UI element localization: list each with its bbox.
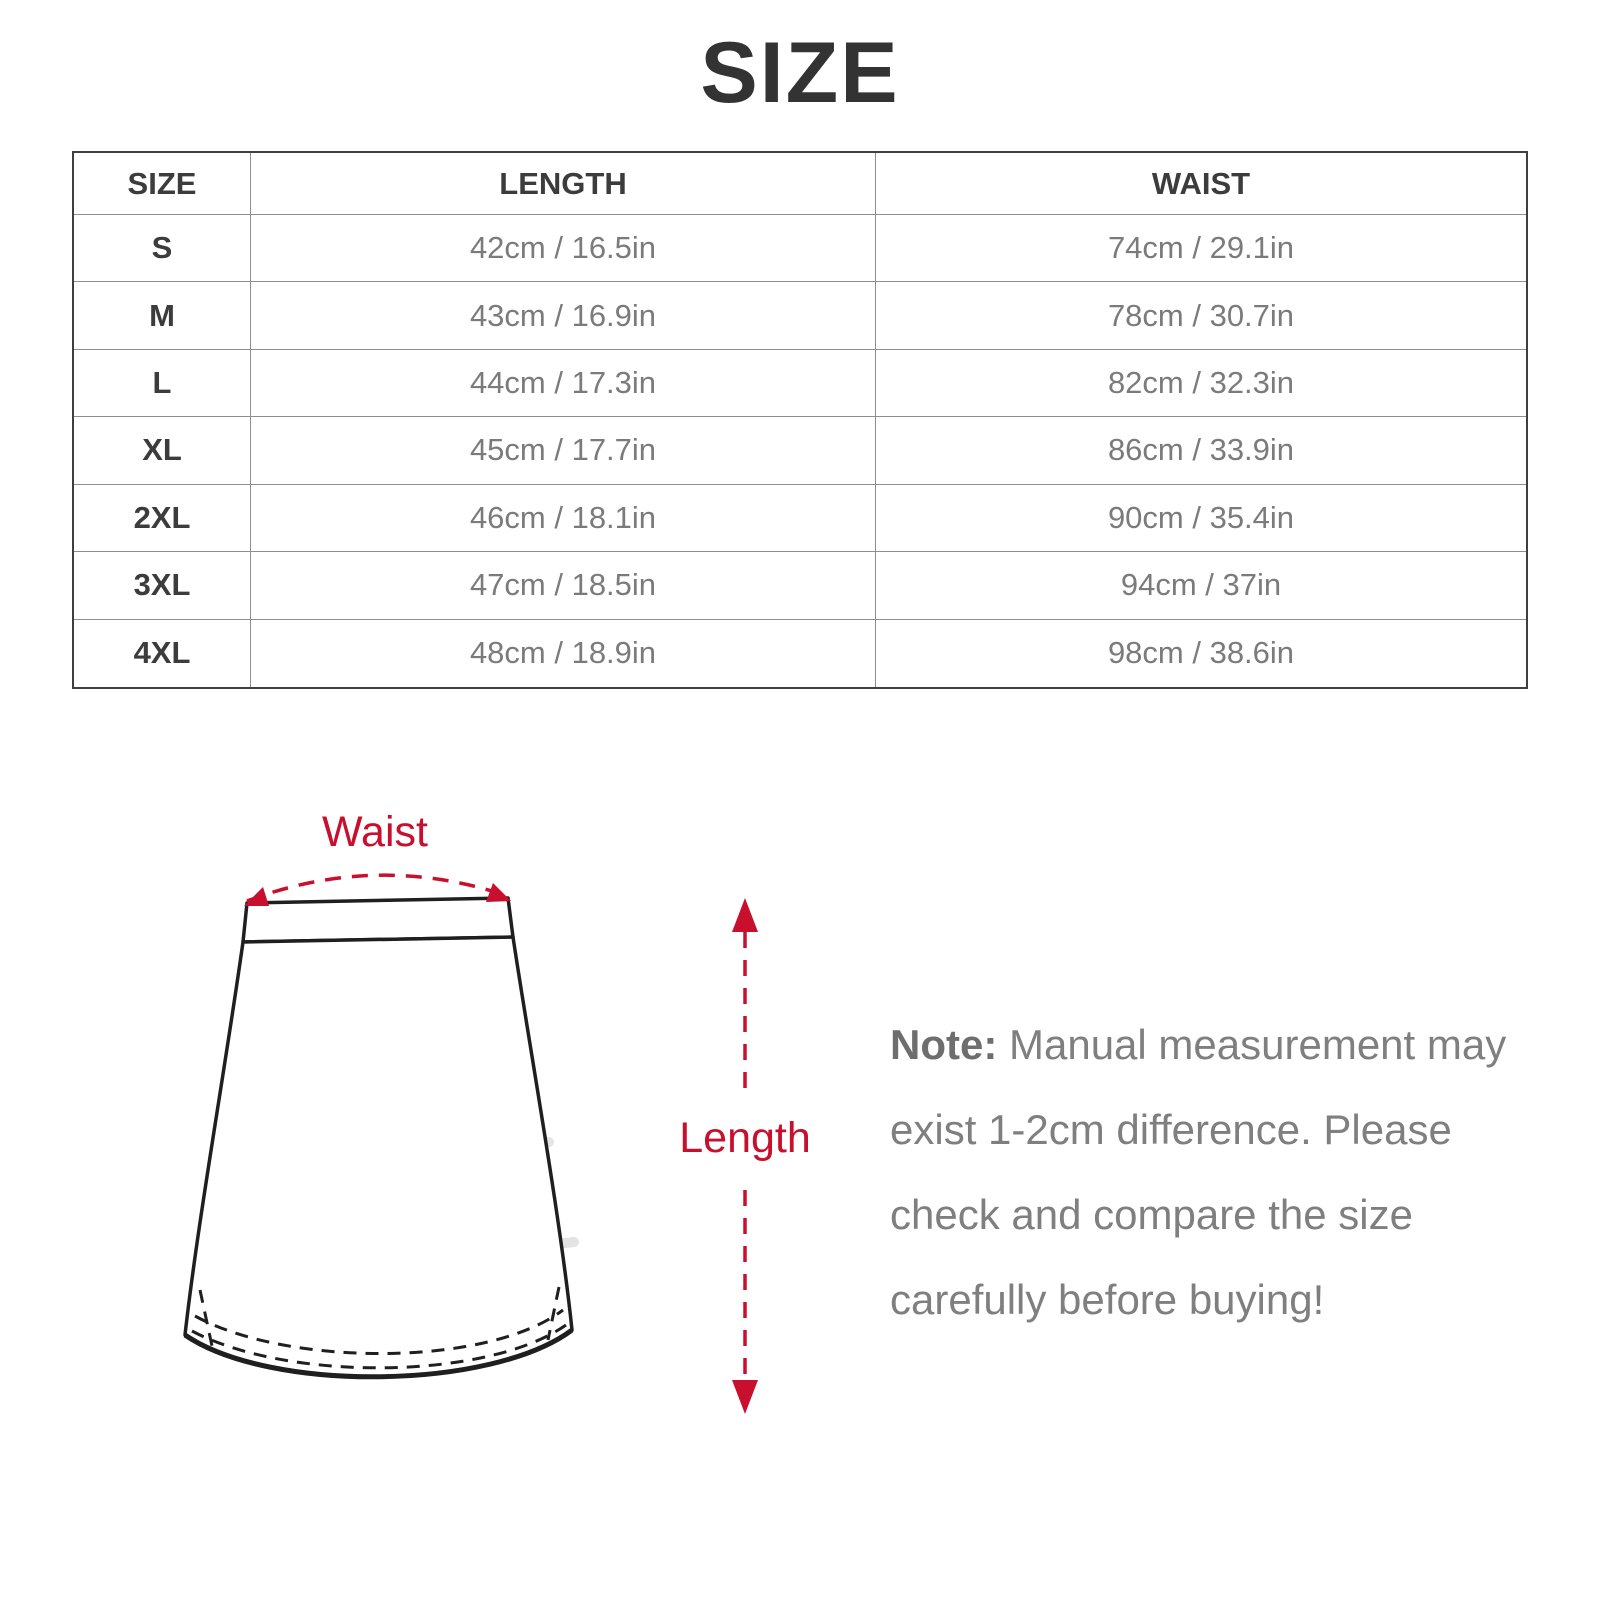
size-label: 4XL [74,619,251,687]
note-line: check and compare the size [890,1191,1413,1238]
length-value: 44cm / 17.3in [251,349,876,418]
size-label: S [74,215,251,283]
size-label: 2XL [74,484,251,553]
length-value: 43cm / 16.9in [251,282,876,350]
note-line: Note: Manual measurement may [890,1021,1507,1068]
size-chart-table: SIZE LENGTH WAIST S 42cm / 16.5in 74cm /… [72,151,1528,689]
waist-value: 82cm / 32.3in [876,349,1526,418]
waist-value: 78cm / 30.7in [876,282,1526,350]
length-value: 42cm / 16.5in [251,215,876,283]
size-label: M [74,282,251,350]
length-value: 45cm / 17.7in [251,417,876,485]
length-value: 46cm / 18.1in [251,484,876,553]
skirt-measurement-diagram: Waist Length [183,808,811,1414]
note-text: Note: Manual measurement may exist 1-2cm… [890,1002,1530,1342]
waist-value: 98cm / 38.6in [876,619,1526,687]
size-label: 3XL [74,552,251,620]
skirt-outline [183,896,574,1380]
waist-label: Waist [322,808,428,856]
note-label: Note: [890,1021,998,1068]
hem-stitch-dashes [191,1286,567,1370]
waist-value: 90cm / 35.4in [876,484,1526,553]
page-title: SIZE [700,25,900,121]
waist-value: 86cm / 33.9in [876,417,1526,485]
waist-arrow-icon [244,873,511,906]
length-label: Length [679,1114,811,1162]
length-value: 48cm / 18.9in [251,619,876,687]
column-header-size: SIZE [74,153,251,215]
note-line: carefully before buying! [890,1276,1325,1323]
size-label: XL [74,417,251,485]
note-line: exist 1-2cm difference. Please [890,1106,1452,1153]
waist-value: 74cm / 29.1in [876,215,1526,283]
column-header-length: LENGTH [251,153,876,215]
waist-value: 94cm / 37in [876,552,1526,620]
length-arrow-icon [732,898,758,1414]
length-value: 47cm / 18.5in [251,552,876,620]
size-label: L [74,349,251,418]
column-header-waist: WAIST [876,153,1526,215]
